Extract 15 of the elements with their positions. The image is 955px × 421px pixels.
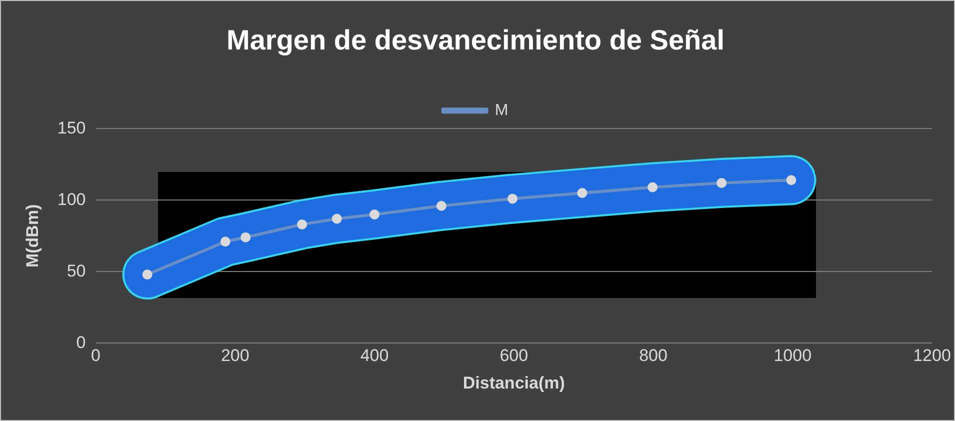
legend-label: M bbox=[494, 102, 508, 120]
x-tick-label: 1000 bbox=[774, 346, 812, 366]
y-tick-label: 0 bbox=[76, 332, 86, 352]
x-tick-label: 0 bbox=[91, 346, 100, 366]
y-tick-label: 100 bbox=[57, 190, 86, 209]
y-tick-label: 150 bbox=[57, 118, 86, 138]
chart-title: Margen de desvanecimiento de Señal bbox=[226, 24, 724, 56]
x-tick-label: 800 bbox=[639, 346, 668, 366]
x-tick-label: 200 bbox=[220, 346, 250, 366]
x-tick-label: 600 bbox=[500, 346, 528, 366]
x-axis-title: Distancia(m) bbox=[462, 373, 565, 392]
x-tick-label: 400 bbox=[360, 346, 389, 366]
y-axis-title: M(dBm) bbox=[22, 204, 42, 268]
y-tick-label: 50 bbox=[66, 261, 86, 280]
x-tick-label: 1200 bbox=[913, 346, 951, 366]
